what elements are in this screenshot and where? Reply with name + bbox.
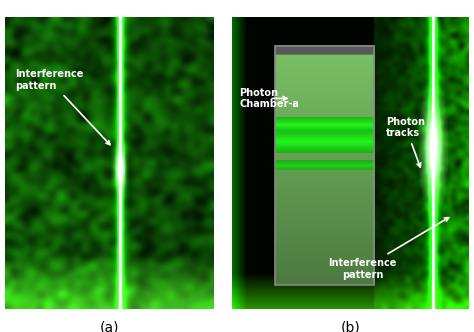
Text: Interference
pattern: Interference pattern — [15, 69, 110, 145]
Bar — [275, 46, 374, 286]
Text: (b): (b) — [341, 320, 361, 332]
Text: Photon
Chamber-a: Photon Chamber-a — [239, 88, 299, 109]
Text: Interference
pattern: Interference pattern — [328, 218, 449, 280]
Text: Photon
tracks: Photon tracks — [386, 117, 425, 167]
Text: (a): (a) — [99, 320, 119, 332]
